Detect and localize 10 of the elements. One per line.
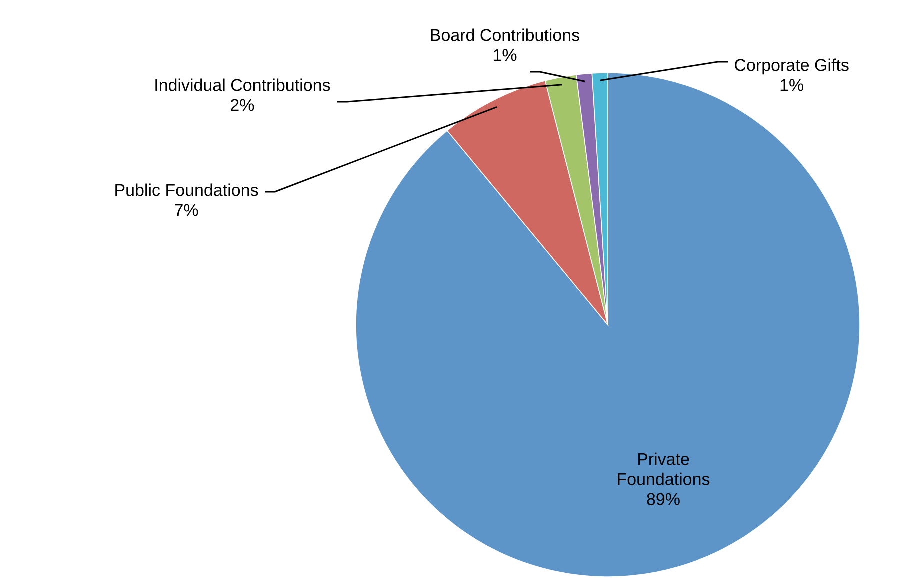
data-label: 2% [231,99,254,112]
data-label: 89% [647,493,680,506]
slice-label: Public Foundations [116,184,258,196]
slice-label: Board Contributions [431,28,580,42]
data-label: 1% [494,49,517,62]
slice-label: Private Foundations [618,452,710,486]
data-label: 1% [780,79,804,92]
slice-label: Individual Contributions [156,78,330,92]
data-label: 7% [175,204,198,216]
slice-label: Corporate Gifts [735,58,849,75]
